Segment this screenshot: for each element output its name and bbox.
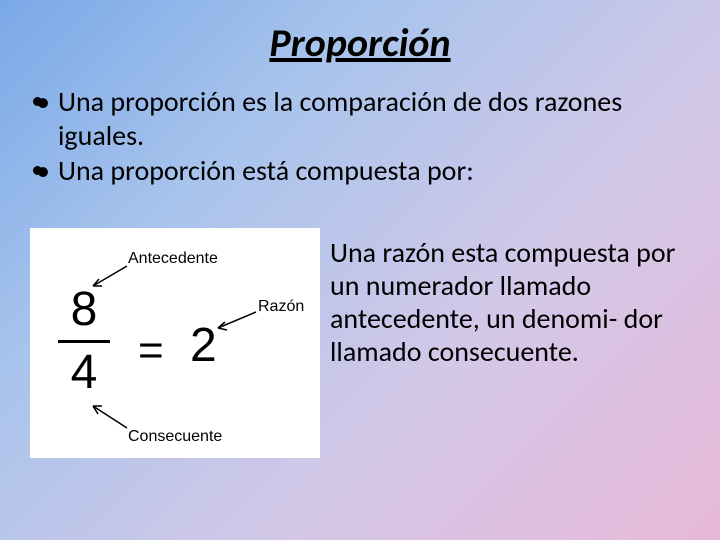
bullet-item: Una proporción está compuesta por: [58,154,680,188]
slide-title: Proporción [0,0,720,75]
explanation-text: Una razón esta compuesta por un numerado… [330,228,690,458]
equals-sign: = [138,326,164,376]
arrow-consecuente [85,400,135,432]
fraction-bar [58,340,110,343]
label-antecedente: Antecedente [128,250,218,268]
arrow-razon [212,310,260,334]
bullet-item: Una proporción es la comparación de dos … [58,85,680,152]
denominator: 4 [58,349,110,397]
arrow-antecedente [85,264,135,292]
label-razon: Razón [258,298,304,316]
ratio-diagram: 8 4 = 2 Antecedente Razón Consecuente [30,228,320,458]
label-consecuente: Consecuente [128,428,222,446]
bullet-list: Una proporción es la comparación de dos … [0,75,720,188]
numerator: 8 [58,286,110,334]
fraction: 8 4 [58,286,110,397]
lower-row: 8 4 = 2 Antecedente Razón Consecuente Un… [0,190,720,458]
